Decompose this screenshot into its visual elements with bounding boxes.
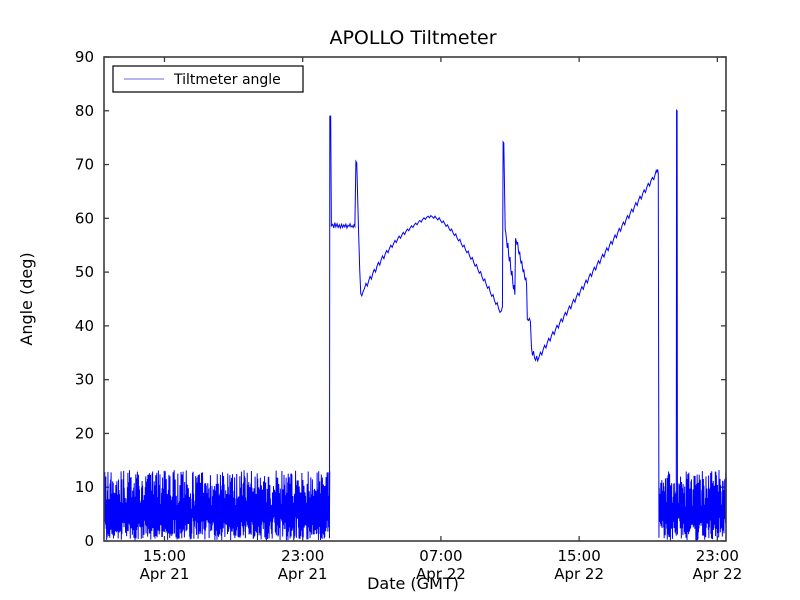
y-tick-label: 40 <box>75 317 94 335</box>
data-series-group <box>103 108 727 541</box>
x-tick-label-time: 07:00 <box>419 547 462 565</box>
x-tick-label-date: Apr 22 <box>554 565 604 583</box>
data-line-noise-band-right <box>658 470 727 541</box>
y-tick-label: 90 <box>75 48 94 66</box>
x-tick-label-date: Apr 21 <box>278 565 328 583</box>
y-tick-label: 50 <box>75 263 94 281</box>
chart-legend[interactable]: Tiltmeter angle <box>112 65 304 93</box>
chart-title: APOLLO Tiltmeter <box>329 27 496 49</box>
data-line-run-signal <box>328 115 660 539</box>
y-tick-label: 20 <box>75 424 94 442</box>
data-line-noise-band-left <box>103 470 331 541</box>
x-tick-label-time: 15:00 <box>143 547 186 565</box>
y-tick-label: 70 <box>75 156 94 174</box>
axes-frame <box>103 56 727 542</box>
x-tick-label-time: 23:00 <box>696 547 739 565</box>
y-tick-label: 10 <box>75 478 94 496</box>
x-tick-label-time: 23:00 <box>281 547 324 565</box>
x-tick-label-time: 15:00 <box>558 547 601 565</box>
legend-label: Tiltmeter angle <box>173 72 281 88</box>
x-axis-title: Date (GMT) <box>367 574 459 593</box>
x-tick-label-date: Apr 22 <box>416 565 466 583</box>
y-tick-label: 80 <box>75 102 94 120</box>
y-axis-ticks: 0 10 20 30 40 50 60 70 80 90 <box>75 48 726 550</box>
x-tick-label-date: Apr 21 <box>140 565 190 583</box>
data-line-isolated-spike <box>675 108 678 536</box>
y-tick-label: 0 <box>84 532 94 550</box>
y-tick-label: 60 <box>75 209 94 227</box>
y-tick-label: 30 <box>75 371 94 389</box>
x-tick-label-date: Apr 22 <box>692 565 742 583</box>
y-axis-title: Angle (deg) <box>17 252 36 345</box>
